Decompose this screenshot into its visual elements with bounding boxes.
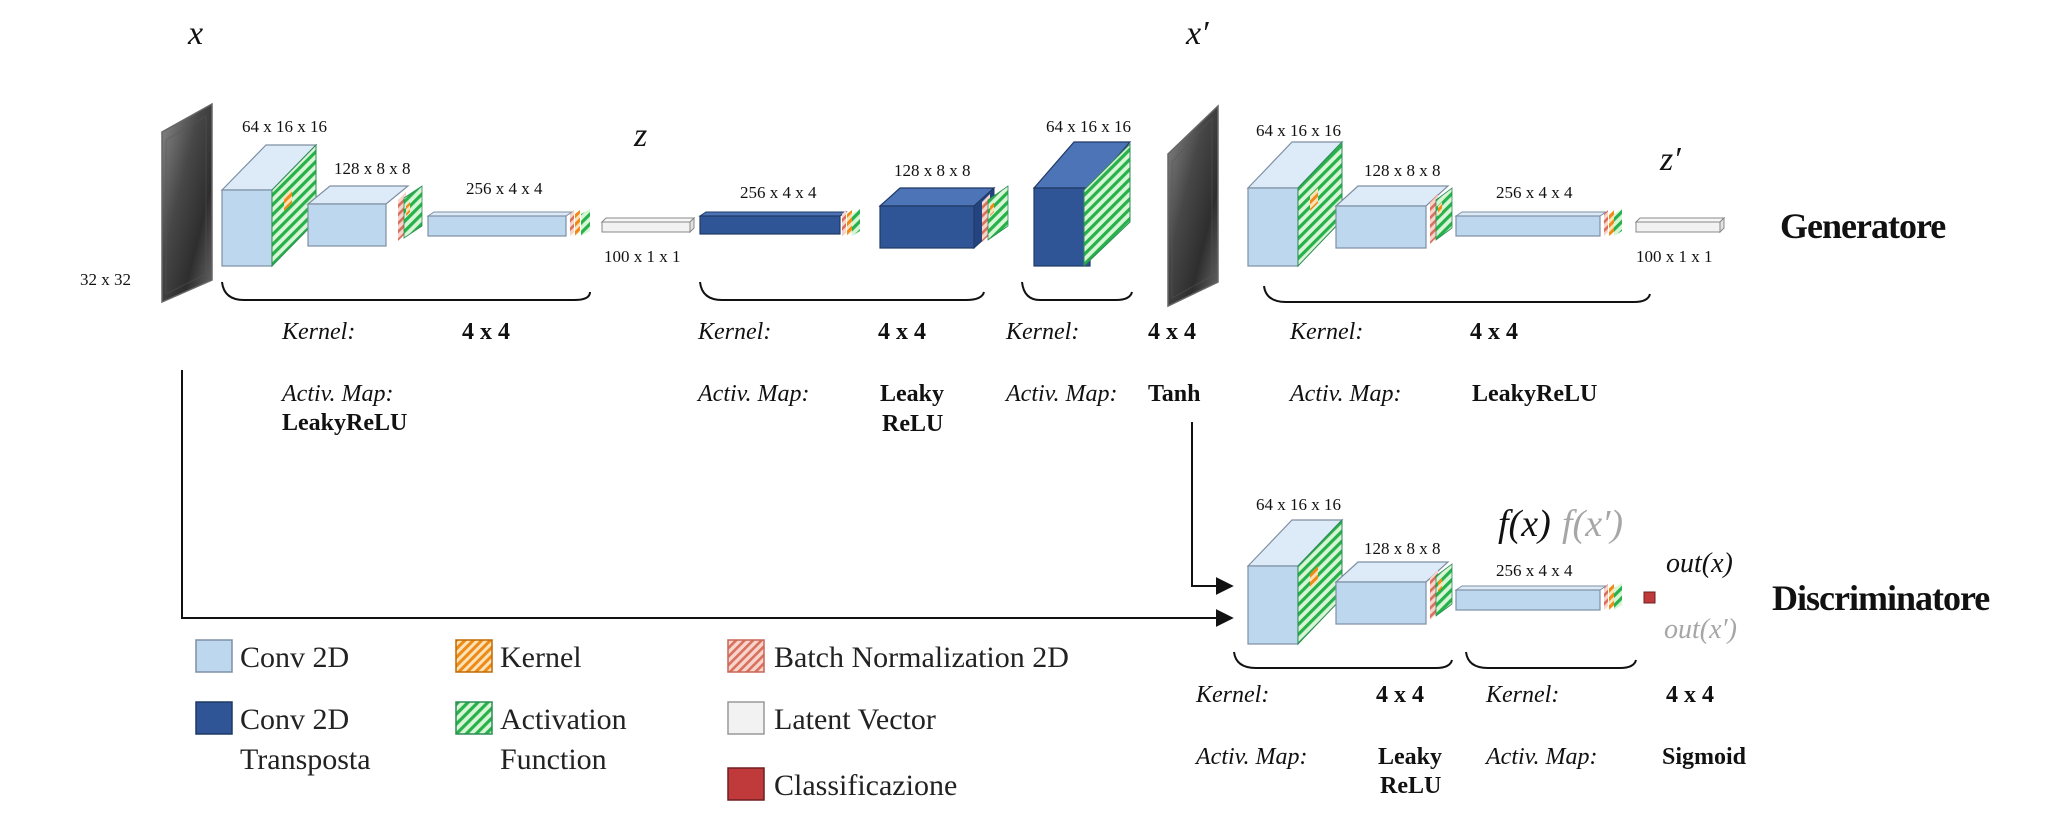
enc2-conv-256-block — [1454, 209, 1622, 237]
dim-enc2-256: 256 x 4 x 4 — [1496, 183, 1573, 202]
gen-conv-64-block — [220, 143, 318, 268]
disc-1-activ-label: Activ. Map: — [1194, 744, 1308, 770]
gen-conv-256-block — [426, 209, 590, 237]
disc-1-activ-value-1: Leaky — [1378, 744, 1442, 770]
dim-gen-100: 100 x 1 x 1 — [604, 247, 681, 266]
gen-out-kernel-size: 4 x 4 — [1148, 319, 1196, 345]
gen-out-activ-value: Tanh — [1148, 381, 1201, 407]
output-f-x: f(x) — [1498, 503, 1551, 545]
gen-out-activ-label: Activ. Map: — [1004, 381, 1118, 407]
gen-convT-128-block — [878, 185, 1009, 250]
dim-disc-64: 64 x 16 x 16 — [1256, 495, 1341, 514]
disc-2-kernel-size: 4 x 4 — [1666, 682, 1714, 708]
dim-disc-256: 256 x 4 x 4 — [1496, 561, 1573, 580]
brace-gen-output — [1021, 281, 1133, 301]
dim-disc-128: 128 x 8 x 8 — [1364, 539, 1441, 558]
brace-gen-encoder — [221, 281, 591, 301]
label-x: x — [187, 15, 203, 52]
brace-disc-1 — [1233, 651, 1453, 669]
dim-gen-64: 64 x 16 x 16 — [242, 117, 327, 136]
latent-vector-z-prime — [1634, 216, 1726, 234]
enc2-activ-label: Activ. Map: — [1288, 381, 1402, 407]
legend-swatch-conv2d — [195, 639, 233, 673]
dim-enc2-128: 128 x 8 x 8 — [1364, 161, 1441, 180]
latent-vector-z — [600, 216, 696, 234]
disc-2-activ-value: Sigmoid — [1662, 744, 1747, 770]
legend-label-activation-2: Function — [500, 743, 607, 776]
disc-2-kernel-label: Kernel: — [1485, 682, 1559, 708]
enc2-conv-128-block — [1334, 185, 1453, 249]
legend-swatch-batch-norm — [727, 639, 765, 673]
gen-dec-activ-value-2: ReLU — [882, 411, 943, 437]
label-z-prime: z′ — [1659, 141, 1681, 178]
gen-enc-activ-value: LeakyReLU — [282, 410, 407, 436]
dim-dec-128: 128 x 8 x 8 — [894, 161, 971, 180]
discriminator-row — [1233, 518, 1656, 669]
legend-label-conv2d-transposed-1: Conv 2D — [240, 703, 349, 736]
legend-swatch-activation — [455, 701, 493, 735]
gen-dec-activ-label: Activ. Map: — [696, 381, 810, 407]
gen-dec-kernel-label: Kernel: — [697, 319, 771, 345]
output-image-x-prime — [1167, 104, 1219, 308]
legend — [195, 639, 765, 801]
gen-convT-64-block — [1032, 141, 1132, 268]
gen-dec-activ-value-1: Leaky — [880, 381, 944, 407]
disc-1-activ-value-2: ReLU — [1380, 773, 1441, 799]
legend-label-conv2d-transposed-2: Transposta — [240, 743, 371, 776]
legend-label-kernel: Kernel — [500, 641, 582, 674]
output-out-x: out(x) — [1666, 548, 1733, 579]
label-z: z — [633, 117, 647, 154]
disc-conv-256-block — [1454, 583, 1622, 611]
dim-dec-64: 64 x 16 x 16 — [1046, 117, 1131, 136]
disc-conv-128-block — [1334, 561, 1453, 625]
gen-dec-kernel-size: 4 x 4 — [878, 319, 926, 345]
dim-gen-128: 128 x 8 x 8 — [334, 159, 411, 178]
gen-enc-kernel-label: Kernel: — [281, 319, 355, 345]
legend-swatch-conv2d-transposed — [195, 701, 233, 735]
input-image-x — [161, 102, 213, 304]
legend-swatch-latent — [727, 701, 765, 735]
disc-conv-64-block — [1246, 518, 1344, 646]
section-generator: Generatore — [1780, 206, 1946, 246]
dim-enc2-64: 64 x 16 x 16 — [1256, 121, 1341, 140]
dim-gen-256: 256 x 4 x 4 — [466, 179, 543, 198]
section-discriminator: Discriminatore — [1772, 578, 1990, 618]
enc2-activ-value: LeakyReLU — [1472, 381, 1597, 407]
input-size-label: 32 x 32 — [80, 270, 131, 289]
gen-out-kernel-label: Kernel: — [1005, 319, 1079, 345]
enc2-kernel-label: Kernel: — [1289, 319, 1363, 345]
legend-label-activation-1: Activation — [500, 703, 627, 736]
legend-swatch-kernel — [455, 639, 493, 673]
brace-gen-decoder — [699, 281, 985, 301]
gen-enc-activ-label: Activ. Map: — [280, 381, 394, 407]
dim-dec-256: 256 x 4 x 4 — [740, 183, 817, 202]
arrow-xprime-to-discriminator — [1191, 422, 1234, 595]
brace-disc-2 — [1465, 651, 1637, 669]
legend-label-classification: Classificazione — [774, 769, 957, 802]
legend-label-conv2d: Conv 2D — [240, 641, 349, 674]
disc-output-unit — [1643, 591, 1656, 604]
gen-enc-kernel-size: 4 x 4 — [462, 319, 510, 345]
gen-convT-256-block — [698, 209, 860, 236]
brace-enc2 — [1263, 285, 1651, 303]
legend-label-latent: Latent Vector — [774, 703, 936, 736]
arrow-x-to-discriminator — [181, 370, 1234, 627]
enc2-conv-64-block — [1246, 140, 1344, 268]
enc2-kernel-size: 4 x 4 — [1470, 319, 1518, 345]
label-x-prime: x′ — [1185, 15, 1209, 52]
gen-conv-128-block — [306, 185, 423, 247]
generator-row — [161, 102, 1726, 308]
dim-enc2-100: 100 x 1 x 1 — [1636, 247, 1713, 266]
legend-label-batch-norm: Batch Normalization 2D — [774, 641, 1069, 674]
disc-1-kernel-label: Kernel: — [1195, 682, 1269, 708]
disc-2-activ-label: Activ. Map: — [1484, 744, 1598, 770]
disc-1-kernel-size: 4 x 4 — [1376, 682, 1424, 708]
legend-swatch-classification — [727, 767, 765, 801]
output-out-x-prime: out(x′) — [1664, 614, 1737, 645]
output-f-x-prime: f(x′) — [1562, 503, 1623, 545]
